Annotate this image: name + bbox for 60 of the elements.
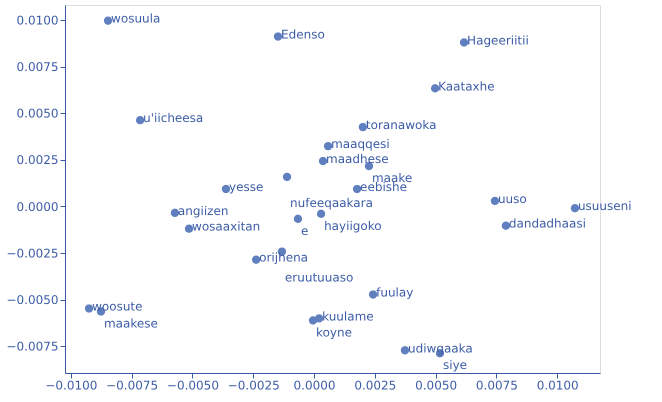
- annotation: kuulame: [322, 309, 374, 324]
- y-tick-label: 0.0025: [16, 153, 58, 168]
- x-tick-label: 0.0000: [294, 378, 336, 392]
- annotation: maadhese: [326, 152, 389, 166]
- annotation: Kaataxhe: [438, 79, 495, 94]
- annotation: usuuseni: [578, 199, 632, 214]
- annotation: wosaaxitan: [192, 220, 260, 234]
- annotation: wosuula: [111, 12, 160, 26]
- annotation: siye: [442, 358, 468, 372]
- point: [570, 204, 580, 212]
- point: [184, 224, 194, 233]
- x-tick-label: −0.0100: [45, 378, 98, 392]
- annotation: Edenso: [281, 28, 325, 42]
- x-tick-label: −0.0025: [228, 378, 280, 392]
- x-tick-label: −0.0075: [106, 378, 158, 392]
- annotation: Hageeriitii: [467, 33, 529, 48]
- annotation: nufeeqaakara: [290, 196, 373, 210]
- annotation: e: [300, 224, 308, 238]
- annotation: dandadhaasi: [508, 216, 586, 231]
- point: [308, 316, 318, 325]
- y-tick-label: 0.0000: [16, 200, 58, 214]
- point: [104, 16, 112, 25]
- annotation: toranawoka: [366, 118, 436, 132]
- annotation: fuulay: [376, 286, 414, 300]
- annotation: uuso: [498, 192, 527, 206]
- y-tick-label: −0.0050: [6, 293, 58, 308]
- point: [84, 304, 94, 313]
- y-tick-label: 0.0100: [16, 13, 58, 28]
- annotation: yesse: [228, 180, 264, 194]
- point: [136, 116, 144, 124]
- point: [282, 172, 292, 182]
- y-tick-label: −0.0025: [6, 246, 58, 260]
- point: [490, 196, 500, 206]
- annotation: maakese: [104, 316, 158, 330]
- y-tick-label: 0.0075: [16, 60, 58, 74]
- x-tick-label: −0.0050: [166, 378, 219, 392]
- point: [352, 184, 362, 194]
- annotation: orijhena: [259, 250, 308, 265]
- y-tick-label: −0.0075: [6, 340, 58, 354]
- x-tick-label: 0.0050: [415, 378, 458, 392]
- point: [400, 346, 410, 354]
- annotation: woosute: [92, 299, 143, 314]
- point: [316, 210, 326, 218]
- annotation: eruutuuaso: [284, 270, 354, 285]
- annotation: u'iicheesa: [143, 111, 204, 126]
- point: [460, 38, 468, 47]
- annotation: angiizen: [178, 204, 228, 218]
- annotation: hayiigoko: [324, 218, 382, 233]
- x-tick-label: 0.0100: [536, 378, 579, 392]
- point: [430, 84, 440, 93]
- point: [274, 32, 282, 41]
- point: [318, 156, 328, 166]
- y-tick-label: 0.0050: [16, 106, 58, 121]
- point: [324, 142, 332, 150]
- x-tick-label: 0.0025: [354, 378, 396, 392]
- x-tick-label: 0.0075: [476, 378, 518, 392]
- annotation: koyne: [316, 325, 352, 340]
- point: [294, 214, 302, 224]
- annotation: maaqqesi: [331, 137, 390, 152]
- point: [502, 222, 510, 230]
